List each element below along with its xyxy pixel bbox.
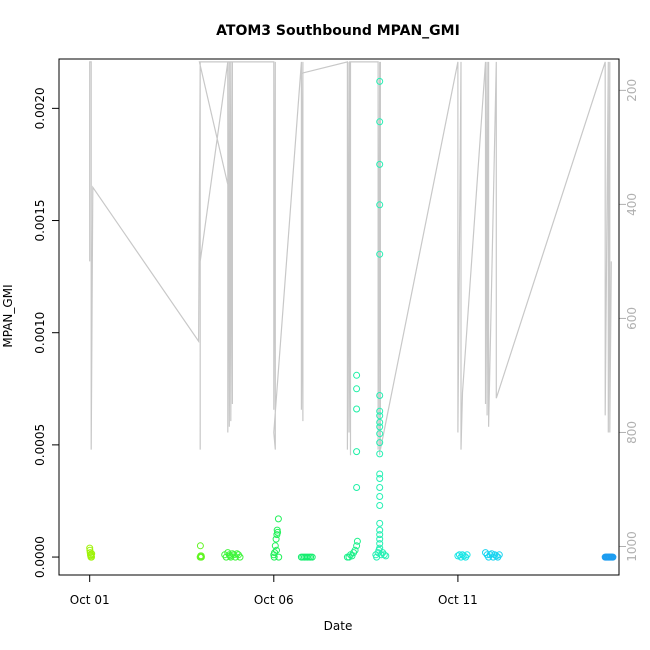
pressure-trace-layer <box>89 61 612 456</box>
data-point <box>353 484 361 491</box>
data-point <box>375 546 383 554</box>
data-point <box>271 542 279 550</box>
data-point <box>353 542 361 550</box>
series-2 <box>221 549 244 561</box>
plot-frame <box>58 58 620 576</box>
data-point <box>196 542 204 550</box>
data-point <box>376 423 384 431</box>
series-7 <box>372 77 390 561</box>
data-point <box>376 484 384 491</box>
data-point <box>492 552 500 560</box>
x-tick-label: Oct 01 <box>70 593 110 607</box>
data-point <box>353 537 361 545</box>
data-point <box>88 550 96 558</box>
series-3 <box>270 515 283 561</box>
y-axis-label: MPAN_GMI <box>1 284 15 347</box>
data-point <box>376 470 384 478</box>
series-10 <box>601 553 617 561</box>
pressure-trace-line <box>89 61 612 456</box>
data-points-layer <box>86 77 617 561</box>
data-point <box>376 439 384 447</box>
y2-tick-label: 1000 <box>625 531 639 562</box>
data-point <box>345 553 353 561</box>
data-point <box>226 552 234 560</box>
y-tick-label: 0.0015 <box>33 200 47 242</box>
data-point <box>376 535 384 543</box>
data-point <box>376 418 384 426</box>
data-point <box>270 553 278 561</box>
data-point <box>274 515 282 523</box>
data-point <box>376 392 384 399</box>
x-tick-label: Oct 06 <box>254 593 294 607</box>
data-point <box>272 535 280 543</box>
data-point <box>88 553 95 561</box>
series-9 <box>482 549 503 561</box>
data-point <box>460 552 468 560</box>
data-point <box>353 448 361 456</box>
data-point <box>353 385 361 393</box>
series-8 <box>454 551 471 561</box>
data-point <box>376 475 384 482</box>
data-point <box>273 526 281 534</box>
data-point <box>236 553 244 561</box>
data-point <box>376 118 384 126</box>
data-point <box>376 502 384 509</box>
data-point <box>376 160 384 168</box>
data-point <box>376 519 384 527</box>
x-tick-label: Oct 11 <box>438 593 478 607</box>
data-point <box>197 553 205 561</box>
data-point <box>308 553 316 561</box>
series-6 <box>353 371 361 491</box>
data-point <box>271 549 279 557</box>
data-point <box>273 546 280 554</box>
chart-title: ATOM3 Southbound MPAN_GMI <box>216 23 460 39</box>
y-tick-label: 0.0020 <box>33 87 47 129</box>
data-point <box>351 546 359 554</box>
data-point <box>376 450 384 458</box>
y-tick-label: 0.0000 <box>33 536 47 578</box>
series-4 <box>297 553 316 561</box>
data-point <box>609 553 617 561</box>
data-point <box>376 250 384 258</box>
y-tick-label: 0.0010 <box>33 312 47 354</box>
y2-tick-label: 200 <box>625 79 639 102</box>
data-point <box>353 371 361 379</box>
series-5 <box>343 537 361 561</box>
data-point <box>495 551 503 559</box>
data-point <box>382 552 390 560</box>
data-point <box>376 526 384 534</box>
data-point <box>376 201 384 209</box>
y2-tick-label: 400 <box>625 193 639 216</box>
data-point <box>376 540 384 548</box>
series-0 <box>86 544 96 561</box>
data-point <box>376 77 384 85</box>
data-point <box>380 551 388 559</box>
data-point <box>463 551 471 559</box>
y2-tick-label: 600 <box>625 307 639 330</box>
y-tick-label: 0.0005 <box>33 424 47 466</box>
data-point <box>353 405 361 413</box>
data-point <box>376 531 384 539</box>
series-1 <box>196 542 205 561</box>
data-point <box>376 412 384 420</box>
data-point <box>376 430 384 438</box>
y2-tick-label: 800 <box>625 421 639 444</box>
data-point <box>376 407 384 415</box>
data-point <box>376 493 384 500</box>
data-point <box>275 553 283 561</box>
x-axis-label: Date <box>324 619 353 633</box>
